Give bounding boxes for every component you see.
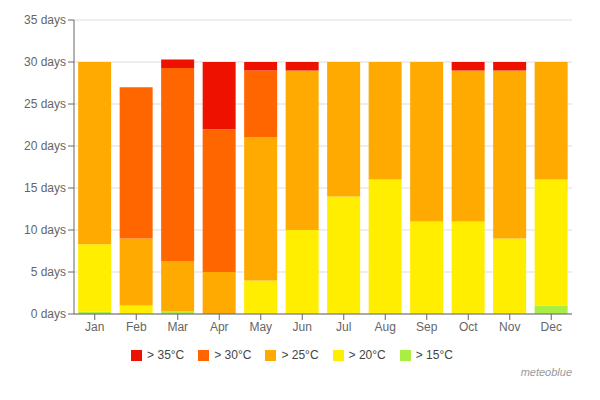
html-text:meteoblue: meteoblue bbox=[520, 366, 572, 378]
svg-text:Jan: Jan bbox=[85, 320, 104, 334]
svg-text:0 days: 0 days bbox=[31, 307, 66, 321]
svg-text:Apr: Apr bbox=[210, 320, 229, 334]
svg-text:35 days: 35 days bbox=[24, 13, 66, 27]
svg-text:May: May bbox=[249, 320, 272, 334]
svg-text:Feb: Feb bbox=[126, 320, 147, 334]
svg-text:Mar: Mar bbox=[167, 320, 188, 334]
svg-text:Jul: Jul bbox=[336, 320, 351, 334]
svg-text:Nov: Nov bbox=[499, 320, 520, 334]
html-text:> 20°C: > 20°C bbox=[348, 348, 386, 362]
svg-text:30 days: 30 days bbox=[24, 55, 66, 69]
svg-text:Jun: Jun bbox=[293, 320, 312, 334]
html-text:> 35°C: > 35°C bbox=[147, 348, 185, 362]
svg-text:Oct: Oct bbox=[459, 320, 478, 334]
svg-text:20 days: 20 days bbox=[24, 139, 66, 153]
html-text:> 15°C: > 15°C bbox=[415, 348, 453, 362]
svg-text:Aug: Aug bbox=[375, 320, 396, 334]
svg-text:5 days: 5 days bbox=[31, 265, 66, 279]
svg-text:15 days: 15 days bbox=[24, 181, 66, 195]
html-text:> 25°C: > 25°C bbox=[281, 348, 319, 362]
svg-text:Sep: Sep bbox=[416, 320, 438, 334]
svg-text:25 days: 25 days bbox=[24, 97, 66, 111]
svg-text:Dec: Dec bbox=[541, 320, 562, 334]
svg-text:10 days: 10 days bbox=[24, 223, 66, 237]
html-text:> 30°C: > 30°C bbox=[214, 348, 252, 362]
